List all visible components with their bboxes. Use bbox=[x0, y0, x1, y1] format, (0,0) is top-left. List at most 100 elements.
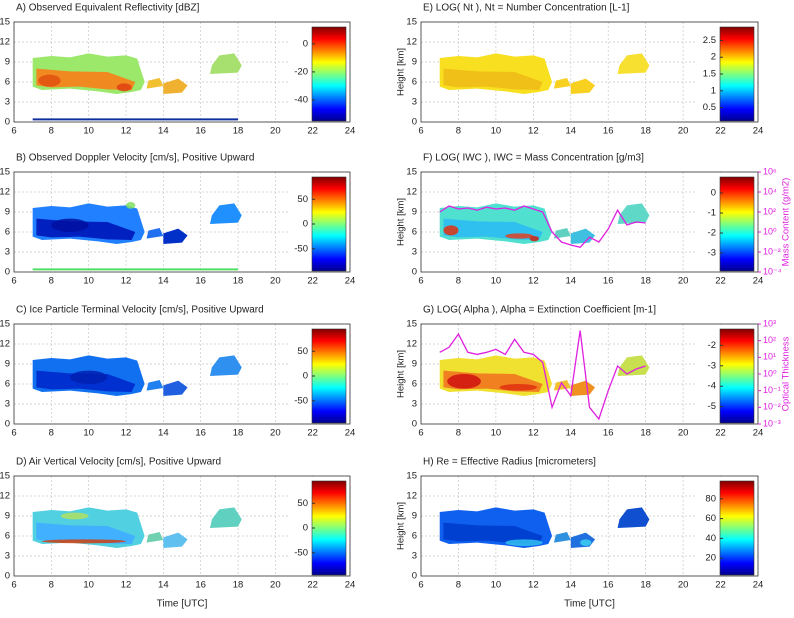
y-tick-label: 15 bbox=[0, 319, 10, 330]
colorbar-tick-label: -50 bbox=[294, 395, 308, 406]
y-tick-label: 9 bbox=[5, 511, 10, 522]
x-tick-label: 18 bbox=[640, 580, 651, 591]
colorbar bbox=[719, 176, 755, 272]
y-tick-label: 3 bbox=[5, 551, 10, 562]
x-tick-label: 24 bbox=[345, 276, 356, 287]
y-tick-label: 6 bbox=[412, 227, 417, 238]
x-tick-label: 18 bbox=[640, 126, 651, 137]
cloud-field bbox=[210, 507, 242, 528]
cloud-field bbox=[617, 203, 650, 224]
x-tick-label: 16 bbox=[195, 428, 206, 439]
x-tick-label: 24 bbox=[345, 126, 356, 137]
cloud-field bbox=[60, 512, 89, 520]
curtain-image bbox=[439, 203, 650, 248]
x-tick-label: 14 bbox=[158, 428, 169, 439]
panel-title: B) Observed Doppler Velocity [cm/s], Pos… bbox=[16, 153, 254, 164]
y-tick-label: 9 bbox=[412, 359, 417, 370]
cloud-field bbox=[146, 380, 164, 391]
cloud-field bbox=[570, 380, 596, 396]
y-tick-label: 0 bbox=[5, 571, 10, 582]
x-tick-label: 12 bbox=[121, 428, 132, 439]
y-tick-label: 6 bbox=[5, 379, 10, 390]
y-tick-label: 0 bbox=[412, 117, 417, 128]
x-tick-label: 22 bbox=[715, 580, 726, 591]
colorbar-tick-label: -40 bbox=[294, 94, 308, 105]
x-tick-label: 24 bbox=[345, 428, 356, 439]
y-tick-label: 15 bbox=[0, 167, 10, 178]
x-tick-label: 18 bbox=[233, 276, 244, 287]
x-tick-label: 10 bbox=[491, 276, 502, 287]
y-tick-label: 9 bbox=[412, 57, 417, 68]
colorbar-tick-label: 0 bbox=[711, 188, 716, 199]
cloud-field bbox=[505, 539, 543, 547]
colorbar-tick-label: 2 bbox=[711, 52, 716, 63]
x-tick-label: 8 bbox=[456, 428, 461, 439]
y2-axis-label: Mass Content (g/m2) bbox=[781, 178, 792, 267]
y-tick-label: 12 bbox=[406, 37, 417, 48]
colorbar-tick-label: 50 bbox=[297, 346, 308, 357]
y2-tick-label: 10⁻⁴ bbox=[763, 266, 782, 276]
x-tick-label: 18 bbox=[233, 580, 244, 591]
y-tick-label: 3 bbox=[412, 551, 417, 562]
y2-tick-label: 10¹ bbox=[763, 352, 776, 362]
x-axis-label: Time [UTC] bbox=[157, 599, 208, 610]
y-tick-label: 6 bbox=[412, 379, 417, 390]
axes-frame bbox=[420, 475, 759, 577]
x-tick-label: 8 bbox=[49, 428, 54, 439]
x-tick-label: 18 bbox=[640, 428, 651, 439]
cloud-field bbox=[570, 228, 596, 244]
y2-tick-label: 10² bbox=[763, 335, 776, 345]
x-tick-label: 10 bbox=[491, 580, 502, 591]
colorbar-tick-label: -50 bbox=[294, 243, 308, 254]
cloud-field bbox=[443, 522, 543, 544]
colorbar-tick-label: 0 bbox=[303, 371, 308, 382]
x-tick-label: 22 bbox=[715, 126, 726, 137]
colorbar-tick-label: 0 bbox=[303, 38, 308, 49]
y-tick-label: 6 bbox=[5, 227, 10, 238]
panel-title: C) Ice Particle Terminal Velocity [cm/s]… bbox=[16, 305, 264, 316]
cloud-field bbox=[210, 53, 242, 74]
cloud-field bbox=[499, 384, 538, 391]
y-axis-label: Height [km] bbox=[396, 502, 407, 550]
y-tick-label: 12 bbox=[0, 491, 10, 502]
colorbar-tick-label: 1.5 bbox=[703, 69, 716, 80]
axes-frame bbox=[13, 323, 351, 425]
y2-axis-label: Optical Thickness bbox=[781, 336, 792, 411]
x-tick-label: 12 bbox=[528, 276, 539, 287]
cloud-field bbox=[210, 355, 242, 376]
x-tick-label: 24 bbox=[753, 580, 764, 591]
cloud-field bbox=[163, 228, 188, 244]
cloud-field bbox=[553, 228, 571, 239]
colorbar-tick-label: -4 bbox=[708, 381, 716, 392]
optical-line bbox=[439, 205, 646, 248]
colorbar-tick-label: 40 bbox=[705, 533, 716, 544]
x-tick-label: 12 bbox=[528, 580, 539, 591]
y-tick-label: 12 bbox=[0, 339, 10, 350]
x-tick-label: 10 bbox=[491, 428, 502, 439]
y2-tick-label: 10⁻² bbox=[763, 246, 781, 256]
y-tick-label: 6 bbox=[412, 77, 417, 88]
x-tick-label: 14 bbox=[565, 428, 576, 439]
colorbar bbox=[719, 328, 755, 424]
colorbar-tick-label: 0 bbox=[303, 219, 308, 230]
panel-title: F) LOG( IWC ), IWC = Mass Concentration … bbox=[423, 153, 644, 164]
y-tick-label: 9 bbox=[412, 207, 417, 218]
cloud-field bbox=[210, 203, 242, 224]
y-tick-label: 15 bbox=[0, 17, 10, 28]
x-tick-label: 14 bbox=[158, 580, 169, 591]
x-tick-label: 16 bbox=[603, 276, 614, 287]
colorbar bbox=[311, 176, 347, 272]
axes-frame bbox=[420, 21, 759, 123]
x-tick-label: 20 bbox=[270, 428, 281, 439]
y-tick-label: 9 bbox=[5, 359, 10, 370]
colorbar-tick-label: 2.5 bbox=[703, 35, 716, 46]
y2-tick-label: 10⁰ bbox=[763, 368, 777, 378]
cloud-field bbox=[36, 522, 136, 544]
cloud-field bbox=[553, 380, 571, 391]
cloud-field bbox=[70, 370, 108, 385]
cloud-field bbox=[163, 380, 188, 396]
cloud-field bbox=[42, 539, 126, 544]
x-tick-label: 16 bbox=[603, 580, 614, 591]
x-tick-label: 14 bbox=[565, 580, 576, 591]
